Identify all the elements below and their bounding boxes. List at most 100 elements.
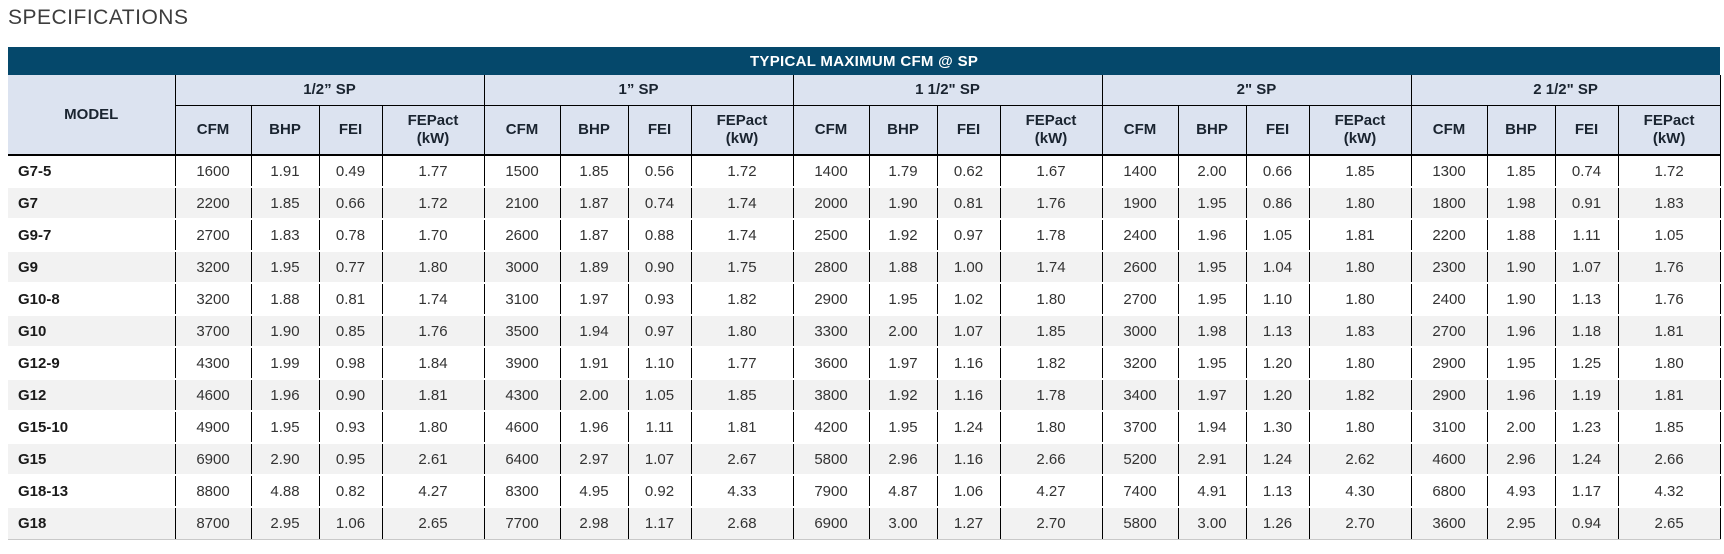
value-cell: 3200 bbox=[175, 283, 252, 316]
table-row: G15-10 4900 1.95 0.93 1.80 4600 1.96 1.11 1.81 42… bbox=[8, 411, 1721, 444]
value-cell: 0.74 bbox=[628, 187, 692, 220]
value-cell: 1.92 bbox=[869, 379, 938, 412]
sub-column-header: FEPact (kW) bbox=[1000, 105, 1103, 156]
value-cell: 6400 bbox=[484, 443, 561, 476]
value-cell: 1.70 bbox=[382, 219, 485, 252]
value-cell: 1.95 bbox=[1487, 347, 1556, 380]
value-cell: 6800 bbox=[1411, 475, 1488, 508]
value-cell: 2.00 bbox=[1487, 411, 1556, 444]
sub-column-unit: (kW) bbox=[725, 129, 759, 147]
page-heading: SPECIFICATIONS bbox=[8, 6, 189, 29]
value-cell: 3200 bbox=[1102, 347, 1179, 380]
value-cell: 1.80 bbox=[1309, 411, 1412, 444]
value-cell: 4600 bbox=[484, 411, 561, 444]
value-cell: 7400 bbox=[1102, 475, 1179, 508]
value-cell: 1.23 bbox=[1555, 411, 1619, 444]
value-cell: 4.91 bbox=[1178, 475, 1247, 508]
sub-column-header: CFM bbox=[175, 105, 252, 156]
value-cell: 2.95 bbox=[251, 507, 320, 540]
value-cell: 2.00 bbox=[1178, 155, 1247, 188]
value-cell: 2900 bbox=[793, 283, 870, 316]
value-cell: 1.13 bbox=[1246, 315, 1310, 348]
value-cell: 1.13 bbox=[1246, 475, 1310, 508]
value-cell: 1.20 bbox=[1246, 347, 1310, 380]
value-cell: 1.82 bbox=[1000, 347, 1103, 380]
value-cell: 4.93 bbox=[1487, 475, 1556, 508]
sp-group-header: 2 1/2" SP bbox=[1411, 75, 1721, 106]
value-cell: 3700 bbox=[1102, 411, 1179, 444]
value-cell: 1.18 bbox=[1555, 315, 1619, 348]
value-cell: 1.80 bbox=[1309, 283, 1412, 316]
value-cell: 0.62 bbox=[937, 155, 1001, 188]
value-cell: 4.95 bbox=[560, 475, 629, 508]
sub-column-unit: (kW) bbox=[1652, 129, 1686, 147]
value-cell: 4600 bbox=[1411, 443, 1488, 476]
value-cell: 2600 bbox=[484, 219, 561, 252]
sub-column-unit: (kW) bbox=[416, 129, 450, 147]
model-cell: G10 bbox=[8, 315, 176, 348]
value-cell: 2300 bbox=[1411, 251, 1488, 284]
value-cell: 1.05 bbox=[628, 379, 692, 412]
value-cell: 1.84 bbox=[382, 347, 485, 380]
value-cell: 2400 bbox=[1102, 219, 1179, 252]
value-cell: 0.78 bbox=[319, 219, 383, 252]
value-cell: 1.11 bbox=[628, 411, 692, 444]
value-cell: 1.80 bbox=[1309, 187, 1412, 220]
title-row: TYPICAL MAXIMUM CFM @ SP bbox=[8, 47, 1721, 75]
value-cell: 0.74 bbox=[1555, 155, 1619, 188]
value-cell: 3000 bbox=[1102, 315, 1179, 348]
sub-column-header: FEI bbox=[1246, 105, 1310, 156]
value-cell: 1.72 bbox=[1618, 155, 1721, 188]
value-cell: 1.95 bbox=[251, 411, 320, 444]
model-cell: G15-10 bbox=[8, 411, 176, 444]
sub-header-row: CFM BHP FEI FEPact (kW) CFM BHP FEI FEPact (kW) CF… bbox=[8, 105, 1721, 156]
value-cell: 1.88 bbox=[251, 283, 320, 316]
value-cell: 1.24 bbox=[937, 411, 1001, 444]
value-cell: 1.74 bbox=[382, 283, 485, 316]
value-cell: 2.70 bbox=[1000, 507, 1103, 540]
value-cell: 1.10 bbox=[1246, 283, 1310, 316]
value-cell: 1.16 bbox=[937, 379, 1001, 412]
value-cell: 1.04 bbox=[1246, 251, 1310, 284]
value-cell: 0.85 bbox=[319, 315, 383, 348]
table-row: G7 2200 1.85 0.66 1.72 2100 1.87 0.74 1.74 2000 1.… bbox=[8, 187, 1721, 220]
value-cell: 0.81 bbox=[319, 283, 383, 316]
value-cell: 1.87 bbox=[560, 219, 629, 252]
value-cell: 2400 bbox=[1411, 283, 1488, 316]
value-cell: 2.62 bbox=[1309, 443, 1412, 476]
value-cell: 1.80 bbox=[691, 315, 794, 348]
value-cell: 3000 bbox=[484, 251, 561, 284]
value-cell: 3300 bbox=[793, 315, 870, 348]
value-cell: 1.72 bbox=[382, 187, 485, 220]
value-cell: 1.24 bbox=[1246, 443, 1310, 476]
value-cell: 1.98 bbox=[1487, 187, 1556, 220]
value-cell: 1.19 bbox=[1555, 379, 1619, 412]
value-cell: 8300 bbox=[484, 475, 561, 508]
value-cell: 1.05 bbox=[1618, 219, 1721, 252]
value-cell: 1800 bbox=[1411, 187, 1488, 220]
value-cell: 0.90 bbox=[319, 379, 383, 412]
value-cell: 1.16 bbox=[937, 347, 1001, 380]
value-cell: 1.95 bbox=[869, 411, 938, 444]
value-cell: 1.90 bbox=[1487, 251, 1556, 284]
value-cell: 1.30 bbox=[1246, 411, 1310, 444]
value-cell: 1.85 bbox=[691, 379, 794, 412]
value-cell: 0.90 bbox=[628, 251, 692, 284]
value-cell: 2500 bbox=[793, 219, 870, 252]
value-cell: 1.80 bbox=[1000, 283, 1103, 316]
value-cell: 1300 bbox=[1411, 155, 1488, 188]
sub-column-header: CFM bbox=[1411, 105, 1488, 156]
value-cell: 0.81 bbox=[937, 187, 1001, 220]
table-header: TYPICAL MAXIMUM CFM @ SP MODEL 1/2” SP 1”… bbox=[8, 47, 1721, 156]
value-cell: 0.97 bbox=[628, 315, 692, 348]
value-cell: 2200 bbox=[175, 187, 252, 220]
table-row: G15 6900 2.90 0.95 2.61 6400 2.97 1.07 2.67 5800 2… bbox=[8, 443, 1721, 476]
value-cell: 2600 bbox=[1102, 251, 1179, 284]
model-cell: G12 bbox=[8, 379, 176, 412]
table-row: G7-5 1600 1.91 0.49 1.77 1500 1.85 0.56 1.72 1400… bbox=[8, 155, 1721, 188]
sub-column-header: FEI bbox=[628, 105, 692, 156]
value-cell: 1.83 bbox=[1618, 187, 1721, 220]
value-cell: 2.00 bbox=[560, 379, 629, 412]
sub-column-header: BHP bbox=[869, 105, 938, 156]
value-cell: 1.95 bbox=[251, 251, 320, 284]
